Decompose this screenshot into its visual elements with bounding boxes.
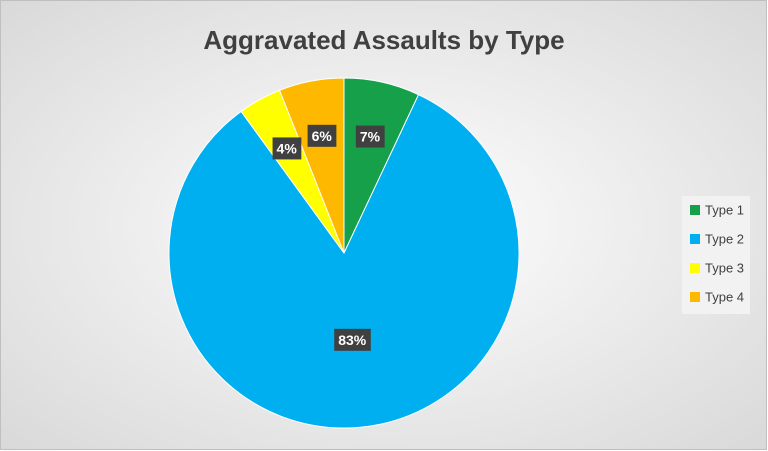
data-label-text: 7% bbox=[360, 129, 381, 145]
data-label-text: 4% bbox=[277, 140, 298, 156]
data-label-box bbox=[334, 328, 371, 351]
pie-slice bbox=[168, 93, 520, 429]
legend-swatch bbox=[690, 292, 700, 302]
legend-label: Type 2 bbox=[705, 231, 744, 246]
data-label: 7% bbox=[355, 125, 385, 148]
legend-label: Type 4 bbox=[705, 289, 744, 304]
legend-label: Type 1 bbox=[705, 202, 744, 217]
chart-title: Aggravated Assaults by Type bbox=[203, 25, 564, 55]
data-label-text: 6% bbox=[312, 128, 333, 144]
data-label: 4% bbox=[272, 137, 302, 160]
data-label-text: 83% bbox=[338, 332, 367, 348]
legend-swatch bbox=[690, 205, 700, 215]
data-label: 83% bbox=[334, 328, 371, 351]
data-label: 6% bbox=[307, 124, 337, 147]
pie-slice bbox=[278, 77, 345, 254]
data-label-box bbox=[272, 137, 302, 160]
data-label-box bbox=[355, 125, 385, 148]
legend-label: Type 3 bbox=[705, 260, 744, 275]
data-label-box bbox=[307, 124, 337, 147]
legend-swatch bbox=[690, 263, 700, 273]
legend-swatch bbox=[690, 234, 700, 244]
